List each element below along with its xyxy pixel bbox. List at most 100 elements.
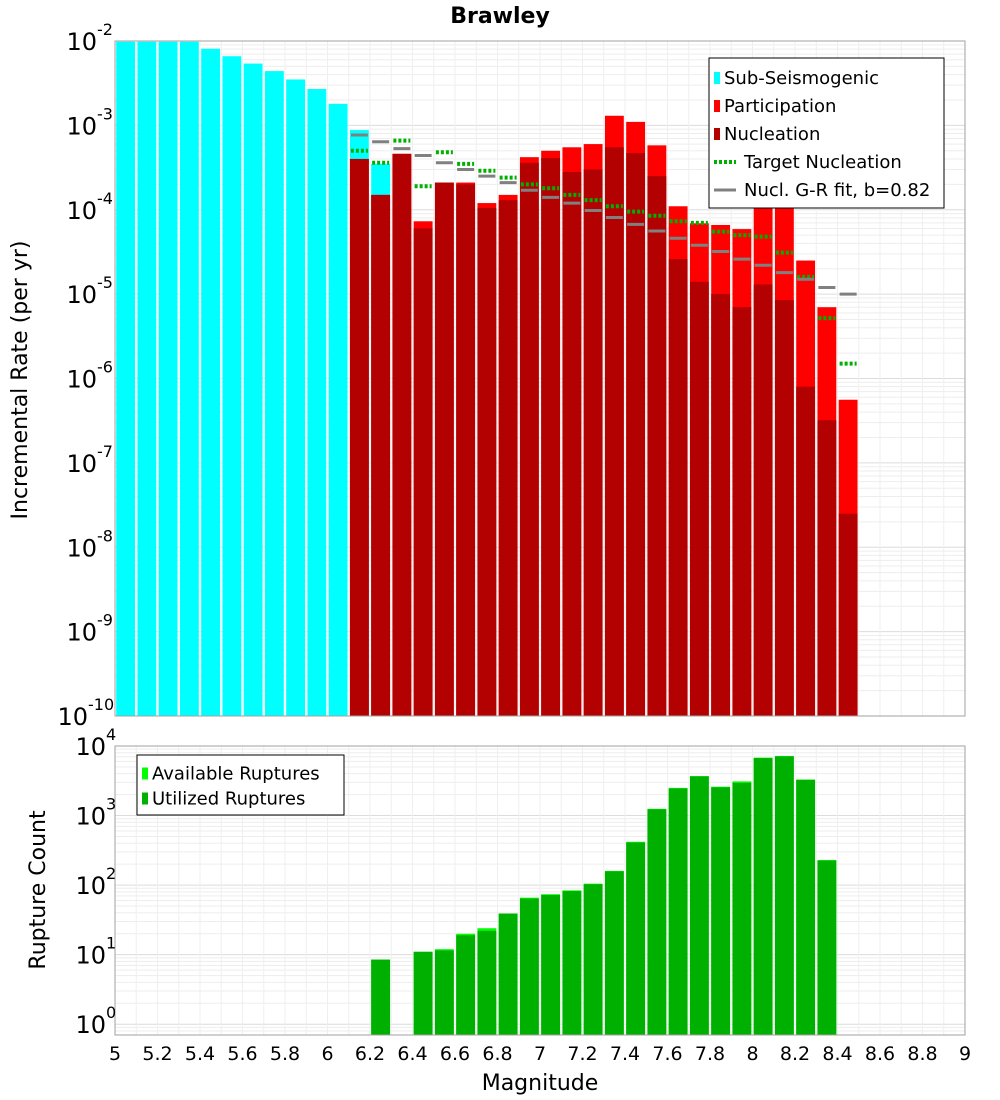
- bar-nucleation-6.15: [349, 158, 369, 717]
- x-axis-label: Magnitude: [482, 1071, 599, 1096]
- y-tick-label: 10 4: [75, 725, 116, 761]
- y-tick-exponent: -2: [97, 20, 113, 39]
- legend-label: Target Nucleation: [743, 152, 902, 173]
- y-tick-base: 10: [57, 703, 88, 731]
- y-tick-base: 10: [75, 872, 106, 900]
- y-tick-exponent: -7: [97, 442, 113, 461]
- bar-nucleation-8.35: [817, 420, 837, 716]
- x-tick-label: 6.2: [355, 1043, 385, 1065]
- bar-nucleation-6.75: [477, 207, 497, 716]
- y-tick-exponent: -8: [97, 526, 113, 545]
- y-tick-exponent: 2: [106, 864, 116, 883]
- legend-item: Nucleation: [714, 124, 820, 145]
- bar-nucleation-7.55: [647, 176, 667, 716]
- bar-nucleation-7.15: [562, 172, 582, 716]
- chart-title: Brawley: [450, 4, 550, 29]
- bar-utilized-ruptures-8.25: [796, 779, 816, 1035]
- x-tick-label: 8.6: [865, 1043, 895, 1065]
- legend-item: Available Ruptures: [142, 764, 320, 785]
- x-tick-label: 5.8: [270, 1043, 300, 1065]
- rate-step-lines: [350, 133, 857, 366]
- y-tick-exponent: -9: [97, 611, 113, 630]
- legend-label: Sub-Seismogenic: [724, 68, 879, 89]
- bar-nucleation-8.25: [796, 386, 816, 716]
- y-tick-label: 10 -7: [66, 442, 113, 478]
- count-y-axis-label: Rupture Count: [26, 810, 51, 970]
- x-tick-label: 7.2: [567, 1043, 597, 1065]
- bar-utilized-ruptures-6.95: [519, 898, 539, 1035]
- x-tick-label: 5.6: [227, 1043, 257, 1065]
- magnitude-tick-labels: 5 5.2 5.4 5.6 5.8 6 6.2 6.4 6.6 6.8 7 7.2 7.4 7.6 7.8 8…: [109, 1043, 971, 1065]
- x-tick-label: 7.4: [610, 1043, 640, 1065]
- bar-utilized-ruptures-6.75: [477, 930, 497, 1035]
- rate-y-axis-label: Incremental Rate (per yr): [8, 241, 33, 520]
- bar-utilized-ruptures-8.15: [774, 756, 794, 1035]
- y-tick-label: 10 -6: [66, 358, 113, 394]
- bar-utilized-ruptures-7.75: [689, 776, 709, 1035]
- legend-swatch: [142, 767, 148, 780]
- bar-utilized-ruptures-6.25: [371, 959, 391, 1035]
- bar-nucleation-7.05: [541, 158, 561, 716]
- x-tick-label: 8.8: [907, 1043, 937, 1065]
- y-tick-exponent: -6: [97, 358, 113, 377]
- y-tick-exponent: 3: [106, 795, 116, 814]
- bar-nucleation-6.85: [498, 200, 518, 716]
- y-tick-base: 10: [66, 28, 97, 56]
- x-tick-label: 5.2: [142, 1043, 172, 1065]
- x-tick-label: 7.8: [695, 1043, 725, 1065]
- y-tick-label: 10 -3: [66, 104, 113, 140]
- x-tick-label: 6: [321, 1043, 333, 1065]
- y-tick-exponent: -4: [97, 189, 113, 208]
- y-tick-base: 10: [66, 197, 97, 225]
- legend-label: Nucl. G-R fit, b=0.82: [744, 180, 930, 201]
- bar-nucleation-8.15: [774, 300, 794, 716]
- y-tick-exponent: 4: [106, 725, 116, 744]
- legend-box: [708, 57, 945, 209]
- legend-swatch: [142, 792, 148, 805]
- bar-nucleation-7.45: [626, 153, 646, 716]
- y-tick-label: 10 -2: [66, 20, 113, 56]
- bar-utilized-ruptures-6.45: [413, 951, 433, 1035]
- bar-nucleation-7.75: [689, 281, 709, 716]
- legend-swatch: [714, 100, 720, 112]
- legend-label: Utilized Ruptures: [152, 789, 305, 810]
- y-tick-label: 10 -5: [66, 273, 113, 309]
- bar-sub-seismogenic-5.85: [286, 79, 306, 717]
- legend-item: Participation: [714, 96, 836, 117]
- bar-utilized-ruptures-7.95: [732, 782, 752, 1035]
- x-tick-label: 6.8: [482, 1043, 512, 1065]
- y-tick-base: 10: [66, 112, 97, 140]
- x-tick-label: 6.6: [440, 1043, 470, 1065]
- bar-utilized-ruptures-6.55: [434, 950, 454, 1035]
- y-tick-exponent: -10: [88, 695, 114, 714]
- bar-sub-seismogenic-5.15: [137, 41, 157, 717]
- x-tick-label: 8.2: [780, 1043, 810, 1065]
- y-tick-label: 10 1: [75, 934, 116, 970]
- rate-legend: Sub-Seismogenic Participation Nucleation Ta…: [708, 57, 945, 209]
- y-tick-label: 10 -4: [66, 189, 113, 225]
- y-tick-exponent: 0: [106, 1003, 116, 1022]
- bar-nucleation-7.25: [583, 169, 603, 716]
- bar-sub-seismogenic-5.65: [243, 63, 263, 716]
- bar-sub-seismogenic-5.35: [179, 41, 199, 717]
- y-tick-label: 10 -10: [57, 695, 114, 731]
- bar-sub-seismogenic-5.45: [201, 48, 221, 717]
- legend-item: Sub-Seismogenic: [714, 68, 879, 89]
- legend-label: Nucleation: [724, 124, 820, 145]
- bar-nucleation-6.35: [392, 153, 412, 716]
- x-tick-label: 5.4: [185, 1043, 215, 1065]
- bar-nucleation-8.05: [753, 284, 773, 716]
- bar-utilized-ruptures-7.55: [647, 809, 667, 1035]
- legend-item: Utilized Ruptures: [142, 789, 305, 810]
- rate-plot-frame: [114, 40, 966, 717]
- y-tick-exponent: -5: [97, 273, 113, 292]
- legend-box: [136, 754, 345, 816]
- bar-nucleation-6.65: [456, 184, 476, 717]
- rate-bars: [116, 41, 858, 717]
- count-legend: Available Ruptures Utilized Ruptures: [136, 754, 345, 816]
- bar-sub-seismogenic-5.25: [158, 41, 178, 717]
- y-tick-label: 10 2: [75, 864, 116, 900]
